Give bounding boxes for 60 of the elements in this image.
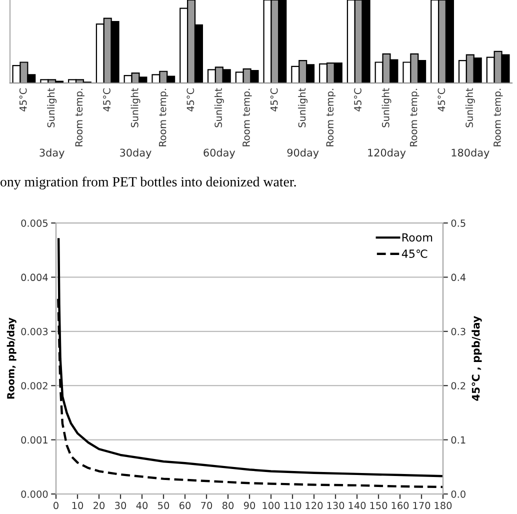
text: 120day — [368, 148, 406, 159]
x-tick-label: Room temp. — [242, 88, 252, 146]
x-tick-label: 150 — [370, 502, 388, 510]
x-tick-label: 100 — [262, 502, 280, 510]
x-tick-label: 160 — [392, 502, 409, 510]
legend-label: Room — [402, 233, 432, 242]
x-tick-label: 45°C — [186, 88, 194, 112]
y2-tick-label: 0.0 — [451, 490, 466, 498]
x-tick-label: 10 — [72, 502, 84, 510]
x-tick-label: 120 — [306, 502, 323, 510]
text: 180day — [452, 148, 490, 159]
x-tick-label: Sunlight — [47, 88, 57, 128]
y2-tick-label: 0.3 — [451, 328, 466, 336]
x-tick-label: Room temp. — [75, 88, 84, 146]
y2-tick-label: 0.5 — [451, 219, 466, 227]
x-tick-label: 50 — [158, 502, 170, 510]
x-tick-label: 45°C — [270, 88, 278, 112]
x-tick-label: Room temp. — [158, 88, 168, 146]
x-tick-label: Sunlight — [214, 88, 224, 128]
x-tick-label: 30 — [115, 502, 126, 510]
x-tick-label: 90 — [244, 502, 256, 510]
x-tick-label: Sunlight — [298, 88, 308, 128]
text: 30day — [120, 148, 152, 159]
x-tick-label: 80 — [222, 502, 234, 510]
x-tick-label: 0 — [54, 502, 58, 510]
y-tick-label: 0.000 — [21, 490, 48, 498]
x-tick-label: Sunlight — [465, 88, 475, 128]
x-tick-label: 40 — [136, 502, 148, 510]
x-tick-label: 170 — [413, 502, 430, 510]
x-tick-label: 45°C — [103, 88, 110, 112]
y-tick-label: 0.004 — [21, 274, 48, 282]
y-tick-label: 0.001 — [21, 436, 48, 444]
y2-tick-label: 0.1 — [451, 436, 466, 444]
x-tick-label: 110 — [284, 502, 302, 510]
x-tick-label: 60 — [179, 502, 191, 510]
text: 60day — [204, 148, 236, 159]
x-tick-label: 180 — [434, 502, 452, 510]
y-tick-label: 0.002 — [21, 382, 48, 390]
x-tick-label: 130 — [327, 502, 344, 510]
x-tick-label: 70 — [201, 502, 212, 510]
x-tick-label: 140 — [348, 502, 366, 510]
y2-tick-label: 0.4 — [451, 274, 466, 282]
text: 3day — [40, 148, 64, 159]
y-tick-label: 0.003 — [21, 328, 48, 336]
legend-label: 45℃ — [402, 250, 428, 258]
x-tick-label: 20 — [94, 502, 105, 510]
text: 90day — [287, 148, 319, 159]
x-tick-label: Sunlight — [130, 88, 140, 128]
x-tick-label: Room temp. — [326, 88, 336, 146]
x-tick-label: 45°C — [354, 88, 362, 112]
x-tick-label: Room temp. — [494, 88, 503, 146]
text: ony migration from PET bottles into deionized water. — [0, 176, 296, 190]
x-tick-label: Room temp. — [410, 88, 420, 146]
y2-axis-title: 45℃ , ppb/day — [472, 316, 482, 401]
y2-tick-label: 0.2 — [451, 382, 466, 390]
x-tick-label: Sunlight — [382, 88, 392, 128]
x-tick-label: 45°C — [19, 88, 27, 112]
x-tick-label: 45°C — [438, 88, 446, 112]
y-tick-label: 0.005 — [21, 219, 48, 227]
y-axis-title: Room, ppb/day — [6, 318, 16, 399]
